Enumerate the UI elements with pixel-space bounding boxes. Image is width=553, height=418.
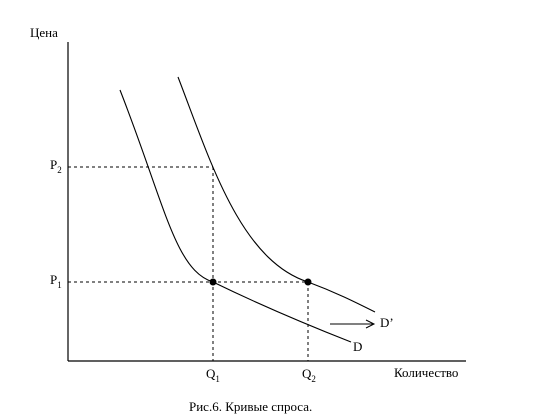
point-q2-p1 [305,279,312,286]
curve-label-d-shifted: D’ [380,315,394,330]
x-axis-label: Количество [394,365,458,380]
demand-curve-d [120,90,351,342]
price-label-p2: P2 [50,157,62,175]
curve-label-d: D [353,339,362,354]
point-q1-p1 [210,279,217,286]
price-label-p1: P1 [50,272,62,290]
figure-caption: Рис.6. Кривые спроса. [189,399,312,414]
y-axis-label: Цена [30,25,58,40]
quantity-label-q1: Q1 [206,366,220,384]
demand-curve-d-shifted [178,77,375,312]
shift-arrow [330,320,374,328]
quantity-label-q2: Q2 [302,366,316,384]
